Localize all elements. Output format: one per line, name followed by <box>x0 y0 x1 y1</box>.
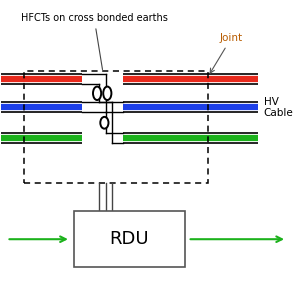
Text: Joint: Joint <box>210 33 243 73</box>
Bar <box>24 71 208 183</box>
Text: HFCTs on cross bonded earths: HFCTs on cross bonded earths <box>21 13 168 69</box>
Text: RDU: RDU <box>110 230 149 248</box>
Bar <box>74 211 185 267</box>
Ellipse shape <box>103 87 111 100</box>
Ellipse shape <box>100 117 109 129</box>
Ellipse shape <box>93 87 101 100</box>
Text: HV
Cable: HV Cable <box>264 96 293 118</box>
